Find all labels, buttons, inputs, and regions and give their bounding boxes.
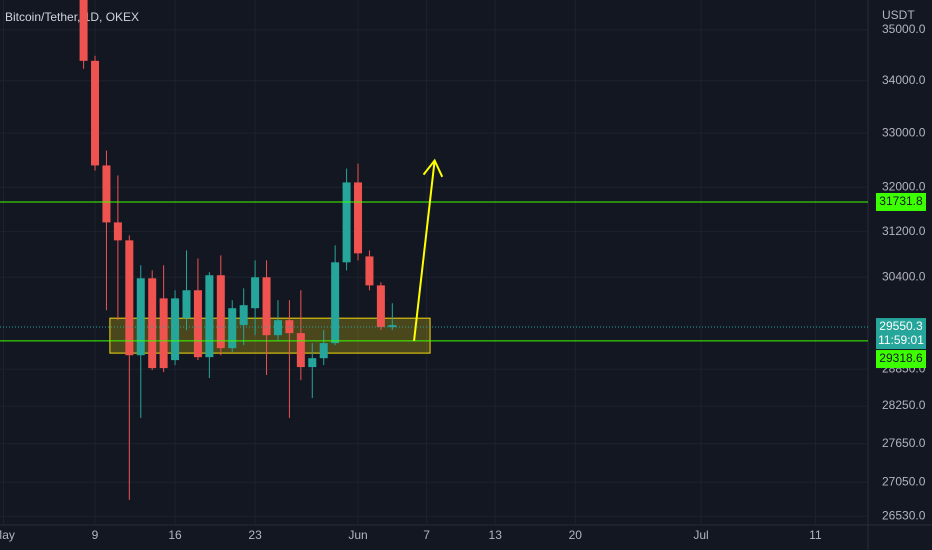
x-tick-label: 20 [569,528,583,542]
candle-body [171,298,180,361]
arrow-head [422,158,444,178]
x-tick-label: May [0,528,15,542]
candle-body [136,278,145,356]
x-tick-label: 7 [423,528,430,542]
x-tick-label: 16 [168,528,182,542]
candle-body [79,0,88,61]
x-tick-label: 13 [489,528,503,542]
candle-body [296,333,305,368]
candle-body [102,165,111,223]
y-tick-label: 34000.0 [882,73,926,87]
candle-body [365,256,374,286]
y-tick-label: 27650.0 [882,436,926,450]
candle-body [342,182,351,263]
price-label: 29318.6 [879,351,923,365]
candle-body [388,325,397,328]
candle-body [113,222,122,241]
x-tick-label: 9 [92,528,99,542]
current-price-label: 29550.3 [879,319,923,333]
candle-body [205,275,214,358]
x-tick-label: Jul [693,528,708,542]
candle-body [125,240,134,356]
candle-body [285,320,294,334]
candle-body [239,305,248,326]
candle-body [354,182,363,254]
x-tick-label: 23 [248,528,262,542]
x-tick-label: Jun [348,528,367,542]
candle-body [319,343,328,359]
chart-title: Bitcoin/Tether, 1D, OKEX [5,10,139,24]
arrow [413,160,436,341]
candle-body [148,278,157,369]
y-tick-label: 32000.0 [882,179,926,193]
candle-body [159,298,168,369]
y-tick-label: 31200.0 [882,224,926,238]
y-tick-label: 28250.0 [882,398,926,412]
candle-body [251,277,260,309]
candle-body [193,290,202,358]
y-tick-label: 33000.0 [882,125,926,139]
y-tick-label: 35000.0 [882,22,926,36]
y-tick-label: 26530.0 [882,509,926,523]
price-label: 31731.8 [879,194,923,208]
price-label-box [876,192,926,211]
x-tick-label: 11 [809,528,822,542]
y-tick-label: 27050.0 [882,474,926,488]
candle-body [216,275,225,349]
candle-body [228,308,237,349]
candle-body [376,285,385,328]
candle-body [182,290,191,319]
countdown-label: 11:59:01 [878,333,924,347]
candle-body [91,60,100,166]
candle-body [262,277,271,336]
candle-body [273,320,282,336]
candle-body [308,358,317,368]
y-tick-label: 30400.0 [882,269,926,283]
candle-body [331,262,340,344]
price-label-box [876,350,926,369]
current-price-box [876,318,926,350]
y-axis-label: USDT [882,8,915,22]
